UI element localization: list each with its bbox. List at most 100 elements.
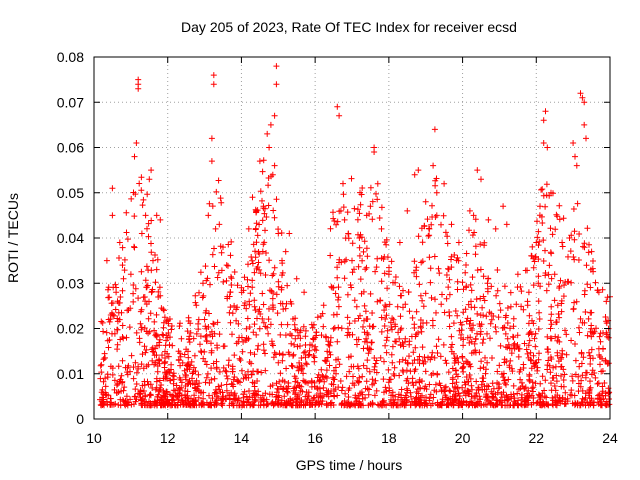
- scatter-point-bg: [465, 378, 472, 385]
- scatter-point-bg: [471, 395, 478, 402]
- scatter-point-bg: [311, 394, 318, 401]
- scatter-point-bg: [530, 264, 537, 271]
- scatter-point-bg: [489, 395, 496, 401]
- scatter-point-bg: [289, 363, 296, 370]
- scatter-point: [264, 130, 271, 137]
- scatter-point-bg: [326, 342, 333, 349]
- scatter-point-bg: [474, 310, 481, 317]
- scatter-point-bg: [493, 292, 500, 299]
- scatter-point-bg: [362, 266, 369, 273]
- scatter-point-bg: [292, 315, 299, 322]
- scatter-point-bg: [438, 402, 445, 409]
- scatter-point-bg: [127, 396, 134, 403]
- scatter-point-bg: [413, 267, 419, 274]
- scatter-point-bg: [586, 241, 592, 248]
- scatter-point-bg: [282, 305, 289, 312]
- scatter-point-bg: [518, 303, 525, 310]
- scatter-point-bg: [284, 388, 290, 395]
- scatter-point-bg: [135, 295, 142, 302]
- scatter-point-bg: [552, 397, 559, 404]
- x-tick-label: 10: [86, 430, 102, 446]
- x-tick-label: 20: [455, 430, 471, 446]
- scatter-point-bg: [337, 378, 344, 384]
- scatter-point-bg: [266, 305, 272, 312]
- scatter-point-bg: [243, 374, 250, 381]
- scatter-point-bg: [110, 284, 117, 291]
- scatter-point-bg: [581, 291, 588, 298]
- scatter-point-bg: [472, 347, 479, 354]
- scatter-point-bg: [250, 241, 257, 248]
- scatter-point-bg: [415, 233, 422, 240]
- scatter-point-bg: [265, 401, 271, 408]
- scatter-point-bg: [357, 402, 364, 409]
- scatter-point-bg: [198, 389, 205, 396]
- scatter-point-bg: [374, 196, 381, 203]
- scatter-point: [216, 221, 223, 228]
- scatter-point-bg: [534, 364, 541, 371]
- scatter-point-bg: [548, 250, 555, 257]
- scatter-point: [208, 158, 215, 165]
- scatter-point-bg: [285, 380, 292, 386]
- scatter-point: [120, 275, 127, 282]
- scatter-point-bg: [517, 376, 524, 383]
- scatter-point-bg: [262, 227, 268, 234]
- scatter-point-bg: [181, 351, 188, 358]
- scatter-point-bg: [405, 289, 412, 296]
- scatter-point-bg: [367, 184, 374, 191]
- scatter-point-bg: [531, 335, 538, 342]
- scatter-point-bg: [479, 386, 486, 393]
- scatter-point-bg: [251, 321, 258, 328]
- scatter-point-bg: [426, 395, 433, 402]
- scatter-point-bg: [119, 322, 126, 329]
- scatter-point-bg: [468, 382, 475, 389]
- scatter-point-bg: [477, 312, 484, 319]
- scatter-point-bg: [562, 327, 568, 334]
- scatter-point: [205, 212, 212, 219]
- scatter-point-bg: [568, 337, 575, 344]
- scatter-point: [135, 76, 142, 83]
- scatter-point-bg: [248, 371, 255, 378]
- scatter-point-bg: [228, 273, 234, 280]
- scatter-point-bg: [217, 195, 224, 202]
- scatter-point-bg: [458, 321, 465, 328]
- scatter-point-bg: [202, 358, 209, 365]
- scatter-point-bg: [247, 349, 254, 356]
- scatter-point-bg: [538, 186, 545, 193]
- scatter-point-bg: [554, 213, 561, 220]
- scatter-point: [109, 212, 116, 219]
- scatter-point: [345, 230, 352, 237]
- scatter-point-bg: [107, 395, 114, 402]
- scatter-point-bg: [229, 400, 236, 407]
- scatter-point-bg: [497, 307, 504, 314]
- scatter-point-bg: [118, 388, 125, 395]
- scatter-point-bg: [406, 308, 413, 315]
- scatter-point-bg: [138, 326, 145, 333]
- scatter-point-bg: [163, 337, 170, 344]
- scatter-point-bg: [103, 329, 110, 336]
- scatter-point-bg: [409, 398, 415, 405]
- scatter-point-bg: [557, 277, 564, 284]
- scatter-point-bg: [454, 254, 461, 261]
- scatter-point: [210, 72, 217, 79]
- scatter-point-bg: [381, 239, 388, 246]
- scatter-point-bg: [255, 342, 262, 349]
- scatter-point-bg: [530, 320, 537, 327]
- scatter-point-bg: [400, 287, 406, 294]
- scatter-point-bg: [357, 201, 364, 208]
- scatter-point-bg: [214, 344, 221, 351]
- scatter-point-bg: [204, 275, 211, 282]
- scatter-point-bg: [469, 232, 476, 239]
- scatter-point: [500, 203, 507, 210]
- scatter-point-bg: [425, 233, 432, 239]
- scatter-point-bg: [534, 234, 541, 241]
- scatter-point-bg: [206, 310, 212, 317]
- scatter-point-bg: [371, 392, 378, 399]
- scatter-point-bg: [433, 175, 440, 182]
- scatter-point-bg: [223, 387, 230, 394]
- scatter-point-bg: [433, 388, 440, 395]
- scatter-point-bg: [270, 207, 277, 214]
- scatter-point: [266, 144, 273, 151]
- scatter-point-bg: [561, 371, 568, 378]
- scatter-point-bg: [231, 396, 238, 403]
- scatter-point-bg: [246, 388, 252, 394]
